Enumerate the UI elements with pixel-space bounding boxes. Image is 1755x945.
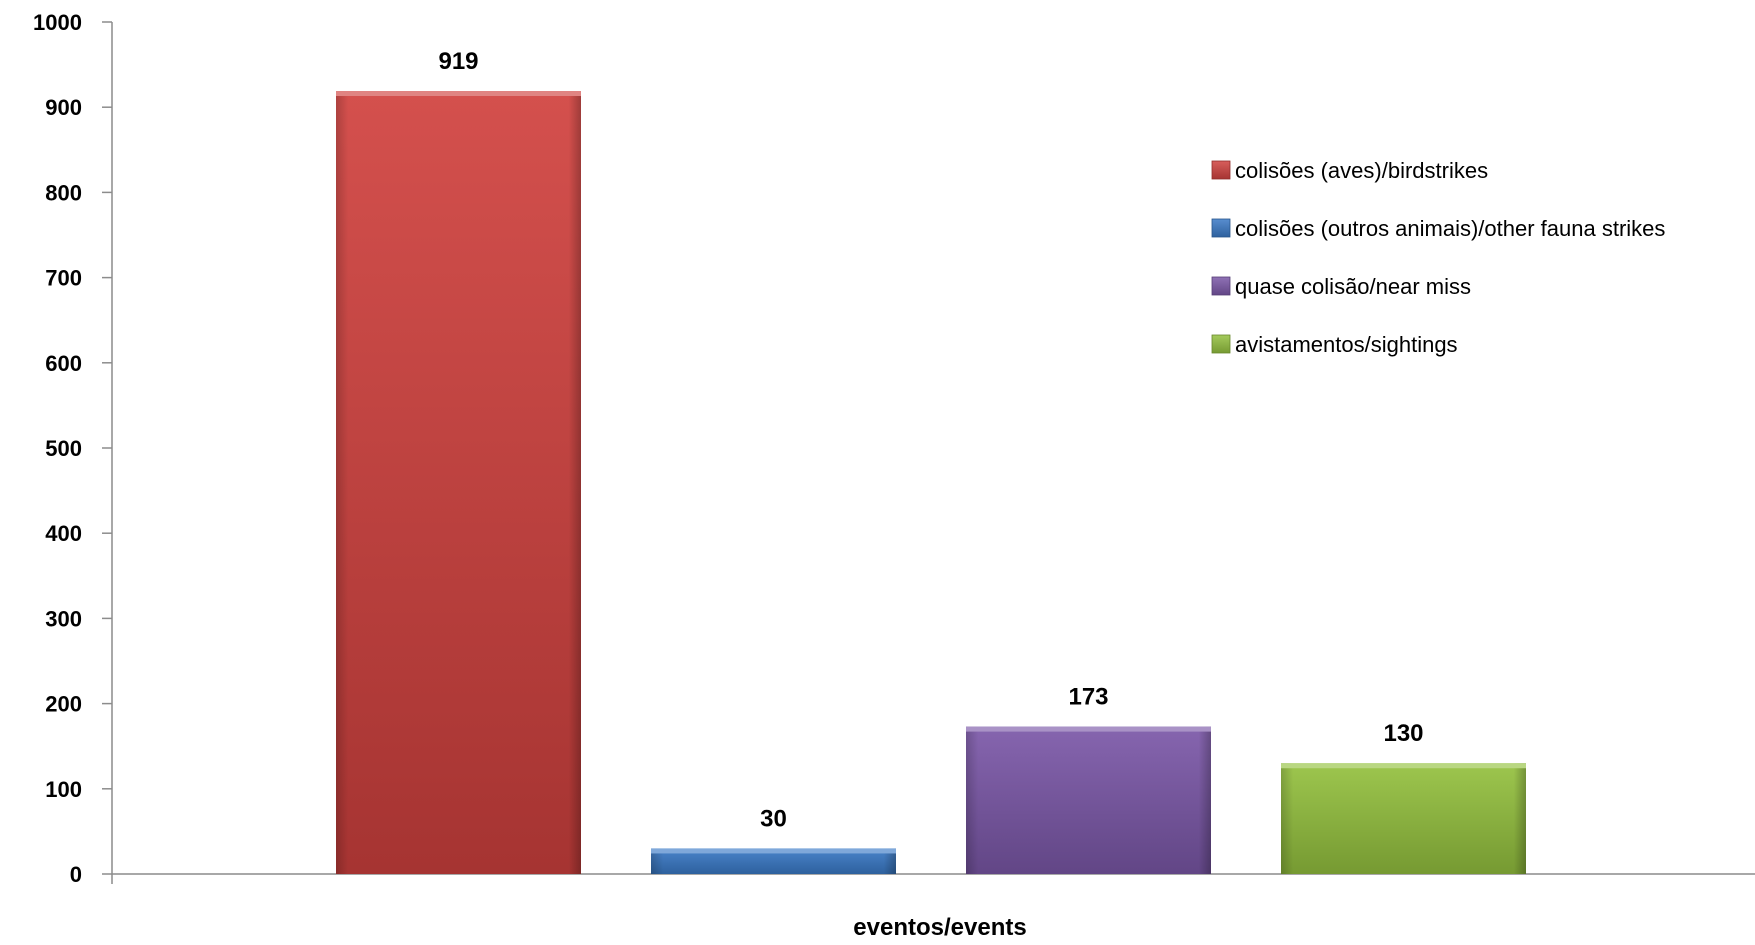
legend-label-2: colisões (outros animais)/other fauna st… (1235, 216, 1665, 241)
data-label-4: 130 (1383, 720, 1423, 747)
legend-swatch-4 (1211, 334, 1231, 354)
legend: colisões (aves)/birdstrikes colisões (out… (1211, 158, 1665, 357)
legend-swatch-2 (1211, 218, 1231, 238)
legend-label-3: quase colisão/near miss (1235, 274, 1471, 299)
y-tick-label: 400 (45, 521, 82, 546)
bar-3-top (966, 726, 1211, 732)
bar-1-top (336, 91, 581, 97)
y-tick-label: 200 (45, 692, 82, 717)
legend-label-1: colisões (aves)/birdstrikes (1235, 158, 1488, 183)
data-labels: 919 30 173 130 (438, 48, 1423, 832)
y-tick-label: 800 (45, 180, 82, 205)
y-tick-label: 700 (45, 266, 82, 291)
bar-4-top (1281, 763, 1526, 769)
y-tick-label: 900 (45, 95, 82, 120)
bar-2-top (651, 848, 896, 854)
axes: 0 100 200 300 400 500 600 700 800 900 1000 (33, 10, 1755, 887)
y-tick-label: 300 (45, 606, 82, 631)
bars (336, 91, 1526, 874)
y-tick-label: 100 (45, 777, 82, 802)
legend-swatch-3 (1211, 276, 1231, 296)
y-tick-label: 1000 (33, 10, 82, 35)
x-axis-label: eventos/events (853, 914, 1026, 940)
data-label-2: 30 (760, 805, 787, 832)
data-label-1: 919 (438, 48, 478, 75)
bar-4-shade (1281, 763, 1526, 874)
legend-label-4: avistamentos/sightings (1235, 332, 1458, 357)
bar-3-shade (966, 726, 1211, 874)
legend-swatch-1 (1211, 160, 1231, 180)
y-tick-label: 0 (70, 862, 82, 887)
data-label-3: 173 (1068, 684, 1108, 711)
y-tick-label: 600 (45, 351, 82, 376)
y-tick-label: 500 (45, 436, 82, 461)
bar-1-shade (336, 91, 581, 874)
